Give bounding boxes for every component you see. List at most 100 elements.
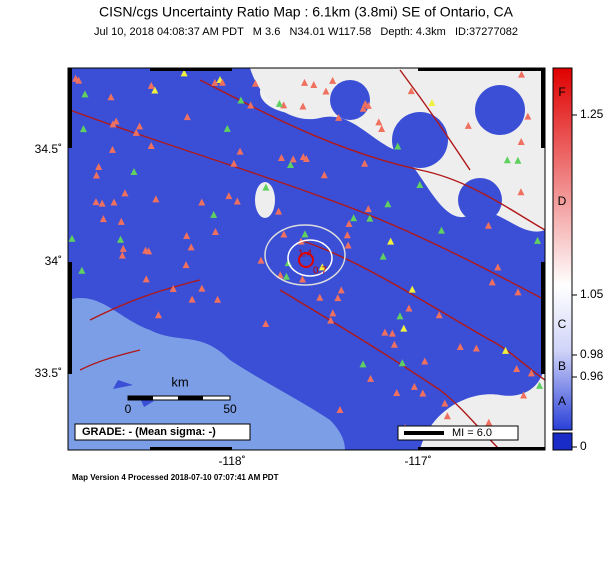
station [92, 198, 100, 206]
station [364, 101, 372, 109]
station [367, 374, 375, 382]
station [517, 137, 525, 145]
colorbar-zero [552, 432, 573, 451]
frame-ticks [68, 68, 545, 450]
station [142, 275, 150, 283]
station [327, 316, 335, 324]
station [379, 252, 387, 260]
station [287, 160, 295, 168]
station [154, 311, 162, 319]
station [142, 246, 150, 254]
station [514, 288, 522, 296]
station [381, 328, 389, 336]
lat-label: 34˚ [45, 254, 62, 268]
station [301, 78, 309, 86]
station [329, 309, 337, 317]
station [78, 266, 86, 274]
grade-box [74, 423, 251, 441]
station [92, 171, 100, 179]
contour-label: 0.7 [313, 266, 327, 277]
station [316, 293, 324, 301]
scale-start: 0 [125, 402, 132, 416]
station [107, 93, 115, 101]
station [394, 142, 402, 150]
station [435, 311, 443, 319]
station [310, 81, 318, 89]
mi-bar [404, 431, 444, 435]
station [400, 324, 408, 332]
station [119, 244, 127, 252]
station [68, 234, 76, 242]
station [236, 147, 244, 155]
colorbar [552, 67, 573, 431]
station [419, 389, 427, 397]
station [79, 125, 87, 133]
station [257, 256, 265, 264]
station [277, 154, 285, 162]
station [198, 198, 206, 206]
station [378, 125, 386, 133]
station [108, 145, 116, 153]
station [345, 220, 353, 228]
station [280, 230, 288, 238]
station [183, 231, 191, 239]
station [147, 142, 155, 150]
station [225, 192, 233, 200]
station [95, 163, 103, 171]
station [398, 359, 406, 367]
station [299, 153, 307, 161]
colorbar-value: 1.25 [580, 107, 604, 121]
station [364, 205, 372, 213]
station [109, 120, 117, 128]
station [110, 198, 118, 206]
map: 1.4 0.7 GRADE: - (Mean sigma: -) MI = 6.… [68, 68, 545, 450]
station [318, 263, 326, 271]
station [359, 360, 367, 368]
station [387, 237, 395, 245]
station [117, 235, 125, 243]
station [117, 217, 125, 225]
station [210, 210, 218, 218]
station [218, 78, 226, 86]
station [421, 357, 429, 365]
stations [68, 69, 544, 434]
station [390, 340, 398, 348]
scale-end: 50 [223, 402, 237, 416]
station [198, 284, 206, 292]
epicenter [298, 252, 314, 268]
colorbar-letter: F [558, 85, 565, 99]
contours [264, 224, 346, 286]
blue-patch [475, 85, 525, 135]
station [237, 96, 245, 104]
lon-label: -118˚ [218, 454, 245, 468]
station [152, 195, 160, 203]
colorbar-value: 0.96 [580, 369, 604, 383]
station [408, 285, 416, 293]
mi-box [397, 425, 519, 441]
scale-unit: km [171, 374, 188, 389]
footer: Map Version 4 Processed 2018-07-10 07:07… [72, 473, 279, 482]
station [75, 76, 83, 84]
station [214, 295, 222, 303]
blue-patch [392, 112, 448, 168]
station [534, 236, 542, 244]
lat-label: 33.5˚ [35, 366, 62, 380]
station [169, 284, 177, 292]
scale-seg [128, 396, 153, 400]
station [289, 155, 297, 163]
colorbar-ticks [572, 114, 577, 448]
station [464, 121, 472, 129]
station [147, 81, 155, 89]
station [366, 214, 374, 222]
contour-label: 1.4 [298, 249, 312, 260]
station [329, 76, 337, 84]
station [299, 102, 307, 110]
station [428, 98, 436, 106]
station [151, 86, 159, 94]
station [484, 221, 492, 229]
station [416, 181, 424, 189]
station [275, 99, 283, 107]
station [502, 346, 510, 354]
station [118, 251, 126, 259]
lat-label: 34.5˚ [35, 142, 62, 156]
